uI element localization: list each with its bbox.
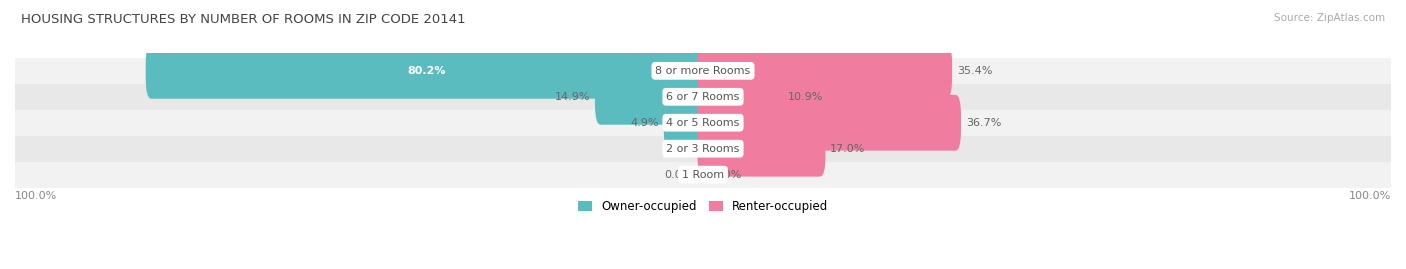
Text: 14.9%: 14.9%	[555, 92, 591, 102]
Text: 0.0%: 0.0%	[665, 170, 693, 180]
FancyBboxPatch shape	[697, 43, 952, 99]
Text: 6 or 7 Rooms: 6 or 7 Rooms	[666, 92, 740, 102]
FancyBboxPatch shape	[595, 69, 709, 125]
Legend: Owner-occupied, Renter-occupied: Owner-occupied, Renter-occupied	[572, 195, 834, 218]
FancyBboxPatch shape	[15, 162, 1391, 187]
Text: 35.4%: 35.4%	[957, 66, 993, 76]
Text: 0.0%: 0.0%	[713, 170, 741, 180]
FancyBboxPatch shape	[664, 95, 709, 151]
Text: 0.0%: 0.0%	[665, 144, 693, 154]
Text: 17.0%: 17.0%	[831, 144, 866, 154]
FancyBboxPatch shape	[15, 136, 1391, 162]
FancyBboxPatch shape	[15, 110, 1391, 136]
Text: 2 or 3 Rooms: 2 or 3 Rooms	[666, 144, 740, 154]
Text: Source: ZipAtlas.com: Source: ZipAtlas.com	[1274, 13, 1385, 23]
Text: 1 Room: 1 Room	[682, 170, 724, 180]
Text: 100.0%: 100.0%	[15, 191, 58, 201]
FancyBboxPatch shape	[697, 121, 825, 176]
Text: 4 or 5 Rooms: 4 or 5 Rooms	[666, 118, 740, 128]
Text: 8 or more Rooms: 8 or more Rooms	[655, 66, 751, 76]
Text: 36.7%: 36.7%	[966, 118, 1001, 128]
FancyBboxPatch shape	[146, 43, 709, 99]
Text: 10.9%: 10.9%	[789, 92, 824, 102]
Text: 100.0%: 100.0%	[1348, 191, 1391, 201]
Text: 4.9%: 4.9%	[630, 118, 659, 128]
Text: HOUSING STRUCTURES BY NUMBER OF ROOMS IN ZIP CODE 20141: HOUSING STRUCTURES BY NUMBER OF ROOMS IN…	[21, 13, 465, 26]
FancyBboxPatch shape	[697, 69, 783, 125]
FancyBboxPatch shape	[697, 95, 960, 151]
Text: 80.2%: 80.2%	[408, 66, 446, 76]
FancyBboxPatch shape	[15, 58, 1391, 84]
FancyBboxPatch shape	[15, 84, 1391, 110]
